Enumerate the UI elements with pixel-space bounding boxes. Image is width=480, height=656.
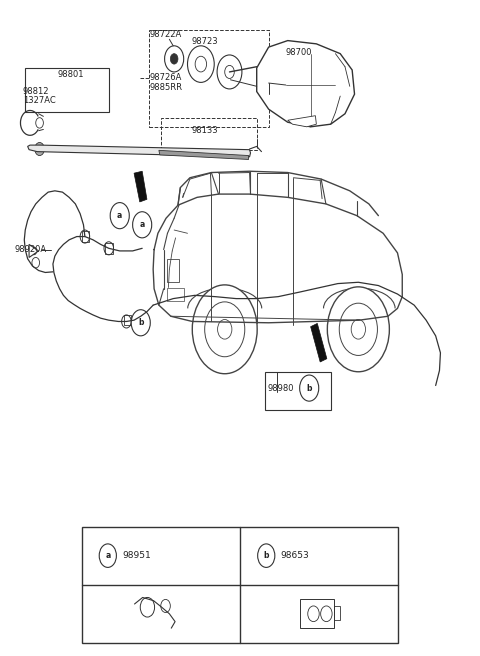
Text: a: a: [117, 211, 122, 220]
Bar: [300, 600, 335, 628]
Text: a: a: [105, 551, 110, 560]
Circle shape: [217, 55, 242, 89]
Circle shape: [351, 319, 365, 339]
Bar: [168, 287, 184, 300]
Bar: [82, 527, 398, 643]
Circle shape: [165, 46, 184, 72]
Polygon shape: [29, 245, 38, 257]
Circle shape: [258, 544, 275, 567]
Polygon shape: [311, 323, 327, 362]
Bar: [25, 68, 109, 112]
Bar: [82, 232, 89, 242]
Circle shape: [35, 142, 44, 155]
Circle shape: [300, 375, 319, 401]
Bar: [335, 606, 340, 621]
Polygon shape: [159, 150, 249, 159]
Circle shape: [31, 247, 36, 255]
Bar: [149, 30, 269, 127]
Text: 98920A: 98920A: [15, 245, 47, 254]
Circle shape: [225, 66, 234, 79]
Polygon shape: [28, 145, 251, 157]
Circle shape: [140, 598, 155, 617]
Text: 98801: 98801: [58, 70, 84, 79]
Circle shape: [80, 230, 90, 243]
Text: 98726A: 98726A: [149, 73, 182, 82]
Polygon shape: [134, 171, 147, 202]
Text: 1327AC: 1327AC: [23, 96, 56, 105]
Circle shape: [308, 606, 319, 622]
Circle shape: [161, 600, 170, 613]
Circle shape: [32, 257, 39, 268]
Circle shape: [110, 203, 129, 229]
Bar: [106, 243, 113, 253]
Circle shape: [321, 606, 332, 622]
Circle shape: [339, 303, 377, 356]
Text: 98951: 98951: [122, 551, 151, 560]
Text: 98700: 98700: [285, 48, 312, 57]
Circle shape: [188, 46, 214, 83]
Bar: [265, 372, 331, 409]
Circle shape: [104, 242, 114, 255]
Polygon shape: [257, 41, 355, 127]
Text: 9885RR: 9885RR: [149, 83, 182, 92]
Circle shape: [36, 117, 43, 128]
Polygon shape: [288, 115, 316, 127]
Bar: [161, 117, 257, 150]
Text: b: b: [264, 551, 269, 560]
Circle shape: [195, 56, 206, 72]
Circle shape: [300, 71, 321, 99]
Text: 98722A: 98722A: [149, 30, 181, 39]
Circle shape: [121, 315, 131, 328]
Circle shape: [327, 287, 389, 372]
Bar: [168, 259, 180, 282]
Circle shape: [170, 54, 178, 64]
Circle shape: [286, 51, 336, 119]
Text: 98980: 98980: [268, 384, 294, 392]
Bar: [123, 315, 131, 325]
Circle shape: [192, 285, 257, 374]
Text: 98812: 98812: [23, 87, 49, 96]
Text: a: a: [140, 220, 145, 230]
Circle shape: [131, 310, 150, 336]
Text: 98723: 98723: [192, 37, 218, 47]
Circle shape: [99, 544, 116, 567]
Text: 98133: 98133: [192, 126, 218, 135]
Text: 98653: 98653: [281, 551, 309, 560]
Circle shape: [217, 319, 232, 339]
Circle shape: [204, 302, 245, 357]
Text: b: b: [138, 318, 144, 327]
Text: b: b: [306, 384, 312, 392]
Circle shape: [132, 212, 152, 238]
